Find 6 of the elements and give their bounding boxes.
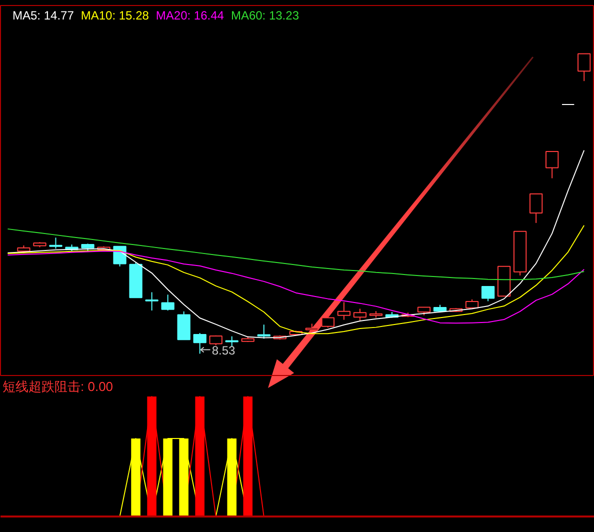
text: MA5: 14.77 xyxy=(12,8,74,22)
text: MA60: 13.23 xyxy=(230,8,300,22)
text: MA10: 15.28 xyxy=(80,8,150,22)
annotation: 8.53 xyxy=(212,344,236,358)
chart-title: 短线超跌阻击: 0.00 xyxy=(2,379,114,394)
text: MA20: 16.44 xyxy=(156,8,224,22)
